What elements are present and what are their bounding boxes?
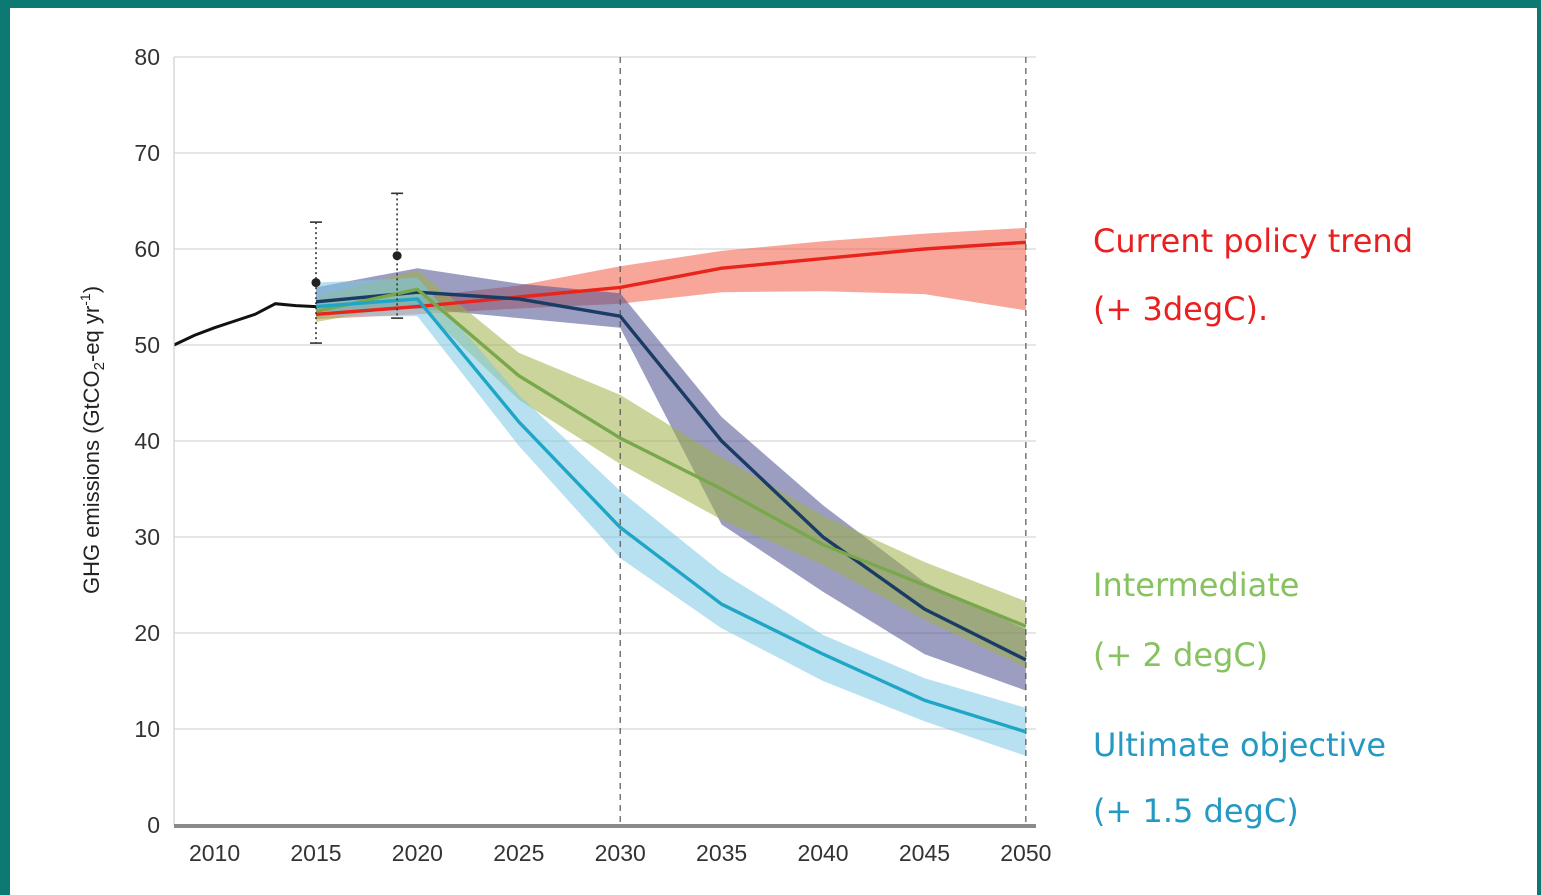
series-line	[315, 297, 1027, 734]
y-tick-label: 40	[134, 428, 160, 454]
observation-point	[311, 278, 321, 288]
legend-current-policy-line2: (+ 3degC).	[1093, 290, 1269, 328]
x-tick-label: 2025	[493, 840, 544, 866]
x-tick-label: 2030	[595, 840, 646, 866]
uncertainty-band	[316, 268, 1026, 691]
legend-intermediate-line2: (+ 2 degC)	[1093, 636, 1269, 674]
x-tick-label: 2010	[189, 840, 240, 866]
y-tick-label: 10	[134, 716, 160, 742]
x-tick-label: 2035	[696, 840, 747, 866]
uncertainty-band	[316, 270, 1026, 668]
legend-intermediate-line1: Intermediate	[1093, 566, 1300, 604]
x-tick-label: 2020	[392, 840, 443, 866]
x-tick-label: 2015	[290, 840, 341, 866]
observations	[309, 192, 404, 344]
reference-lines	[619, 57, 1027, 825]
legend-ultimate-objective-line1: Ultimate objective	[1093, 726, 1387, 764]
historical-line	[173, 302, 317, 347]
y-tick-label: 0	[147, 812, 160, 838]
legend-current-policy-line1: Current policy trend	[1093, 222, 1414, 260]
uncertainty-band	[316, 277, 1026, 756]
legend-ultimate-objective-line2: (+ 1.5 degC)	[1093, 792, 1299, 830]
y-tick-label: 60	[134, 236, 160, 262]
x-tick-label: 2045	[899, 840, 950, 866]
observation-point	[392, 251, 402, 261]
y-tick-label: 20	[134, 620, 160, 646]
y-tick-label: 80	[134, 44, 160, 70]
series-lines	[173, 240, 1027, 734]
x-tick-label: 2050	[1000, 840, 1051, 866]
y-tick-label: 50	[134, 332, 160, 358]
y-tick-label: 70	[134, 140, 160, 166]
x-tick-label: 2040	[797, 840, 848, 866]
y-tick-label: 30	[134, 524, 160, 550]
y-axis-label: GHG emissions (GtCO2-eq yr-1)	[77, 286, 108, 594]
series-line	[315, 287, 1027, 628]
series-line	[315, 290, 1027, 662]
